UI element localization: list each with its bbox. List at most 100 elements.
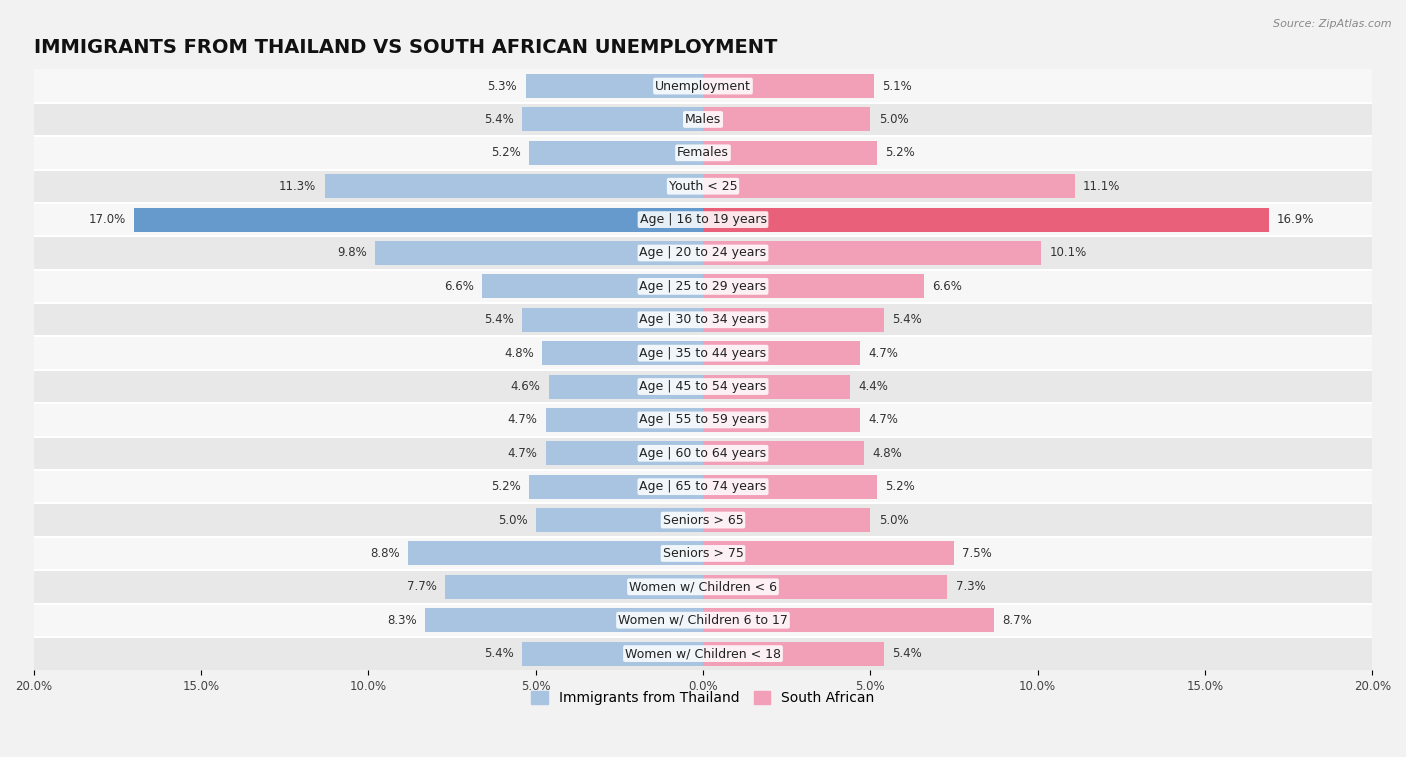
Bar — [134, 207, 703, 232]
Text: 5.0%: 5.0% — [879, 513, 908, 527]
Bar — [375, 241, 703, 265]
Text: 5.3%: 5.3% — [488, 79, 517, 92]
Bar — [703, 441, 863, 466]
Text: 8.3%: 8.3% — [387, 614, 416, 627]
Text: Age | 55 to 59 years: Age | 55 to 59 years — [640, 413, 766, 426]
Text: Females: Females — [678, 146, 728, 159]
Bar — [548, 375, 703, 398]
Bar — [529, 141, 703, 165]
Text: 5.4%: 5.4% — [893, 313, 922, 326]
Bar — [703, 608, 994, 632]
Text: 5.0%: 5.0% — [498, 513, 527, 527]
Text: 6.6%: 6.6% — [444, 280, 474, 293]
Text: Women w/ Children < 18: Women w/ Children < 18 — [626, 647, 780, 660]
Text: 5.2%: 5.2% — [491, 480, 520, 493]
Bar — [34, 437, 1372, 470]
Text: 5.2%: 5.2% — [886, 146, 915, 159]
Text: Seniors > 75: Seniors > 75 — [662, 547, 744, 560]
Bar — [34, 637, 1372, 670]
Bar — [482, 274, 703, 298]
Text: Age | 45 to 54 years: Age | 45 to 54 years — [640, 380, 766, 393]
Text: 4.7%: 4.7% — [508, 413, 537, 426]
Text: 5.4%: 5.4% — [893, 647, 922, 660]
Text: 4.6%: 4.6% — [510, 380, 541, 393]
Bar — [409, 541, 703, 565]
Bar — [546, 441, 703, 466]
Text: Source: ZipAtlas.com: Source: ZipAtlas.com — [1274, 19, 1392, 29]
Bar — [325, 174, 703, 198]
Text: Males: Males — [685, 113, 721, 126]
Text: 10.1%: 10.1% — [1049, 247, 1087, 260]
Bar — [34, 303, 1372, 336]
Bar — [703, 475, 877, 499]
Bar — [703, 174, 1074, 198]
Bar — [536, 508, 703, 532]
Bar — [522, 308, 703, 332]
Bar — [34, 537, 1372, 570]
Bar — [703, 375, 851, 398]
Text: 4.8%: 4.8% — [872, 447, 901, 459]
Bar — [34, 570, 1372, 603]
Text: Age | 16 to 19 years: Age | 16 to 19 years — [640, 213, 766, 226]
Text: 16.9%: 16.9% — [1277, 213, 1315, 226]
Text: Age | 20 to 24 years: Age | 20 to 24 years — [640, 247, 766, 260]
Text: 5.2%: 5.2% — [491, 146, 520, 159]
Bar — [703, 308, 884, 332]
Text: 4.8%: 4.8% — [505, 347, 534, 360]
Bar — [703, 107, 870, 132]
Text: 7.7%: 7.7% — [406, 581, 437, 593]
Text: 5.4%: 5.4% — [484, 647, 513, 660]
Text: Women w/ Children < 6: Women w/ Children < 6 — [628, 581, 778, 593]
Text: Unemployment: Unemployment — [655, 79, 751, 92]
Bar — [34, 203, 1372, 236]
Text: 8.8%: 8.8% — [370, 547, 401, 560]
Bar — [34, 103, 1372, 136]
Bar — [522, 107, 703, 132]
Text: Seniors > 65: Seniors > 65 — [662, 513, 744, 527]
Bar — [34, 70, 1372, 103]
Legend: Immigrants from Thailand, South African: Immigrants from Thailand, South African — [531, 691, 875, 706]
Bar — [34, 503, 1372, 537]
Text: Women w/ Children 6 to 17: Women w/ Children 6 to 17 — [619, 614, 787, 627]
Text: 17.0%: 17.0% — [89, 213, 125, 226]
Text: 7.3%: 7.3% — [956, 581, 986, 593]
Text: 5.0%: 5.0% — [879, 113, 908, 126]
Bar — [34, 603, 1372, 637]
Bar — [425, 608, 703, 632]
Bar — [703, 141, 877, 165]
Bar — [703, 541, 955, 565]
Text: 6.6%: 6.6% — [932, 280, 962, 293]
Bar — [34, 370, 1372, 403]
Text: Age | 30 to 34 years: Age | 30 to 34 years — [640, 313, 766, 326]
Bar — [34, 236, 1372, 269]
Bar — [546, 408, 703, 432]
Bar — [34, 136, 1372, 170]
Text: 7.5%: 7.5% — [963, 547, 993, 560]
Bar — [703, 241, 1040, 265]
Bar — [703, 508, 870, 532]
Text: 4.7%: 4.7% — [869, 347, 898, 360]
Text: 4.4%: 4.4% — [859, 380, 889, 393]
Text: 11.1%: 11.1% — [1083, 179, 1121, 193]
Bar — [703, 341, 860, 365]
Text: 5.2%: 5.2% — [886, 480, 915, 493]
Bar — [703, 274, 924, 298]
Bar — [526, 74, 703, 98]
Text: 4.7%: 4.7% — [869, 413, 898, 426]
Bar — [34, 470, 1372, 503]
Text: 4.7%: 4.7% — [508, 447, 537, 459]
Bar — [703, 207, 1268, 232]
Bar — [543, 341, 703, 365]
Text: 11.3%: 11.3% — [280, 179, 316, 193]
Text: Age | 35 to 44 years: Age | 35 to 44 years — [640, 347, 766, 360]
Text: Age | 60 to 64 years: Age | 60 to 64 years — [640, 447, 766, 459]
Bar — [529, 475, 703, 499]
Text: 5.4%: 5.4% — [484, 113, 513, 126]
Bar — [34, 336, 1372, 370]
Bar — [34, 170, 1372, 203]
Bar — [34, 269, 1372, 303]
Bar — [34, 403, 1372, 437]
Text: IMMIGRANTS FROM THAILAND VS SOUTH AFRICAN UNEMPLOYMENT: IMMIGRANTS FROM THAILAND VS SOUTH AFRICA… — [34, 38, 778, 57]
Bar — [703, 642, 884, 665]
Text: 5.4%: 5.4% — [484, 313, 513, 326]
